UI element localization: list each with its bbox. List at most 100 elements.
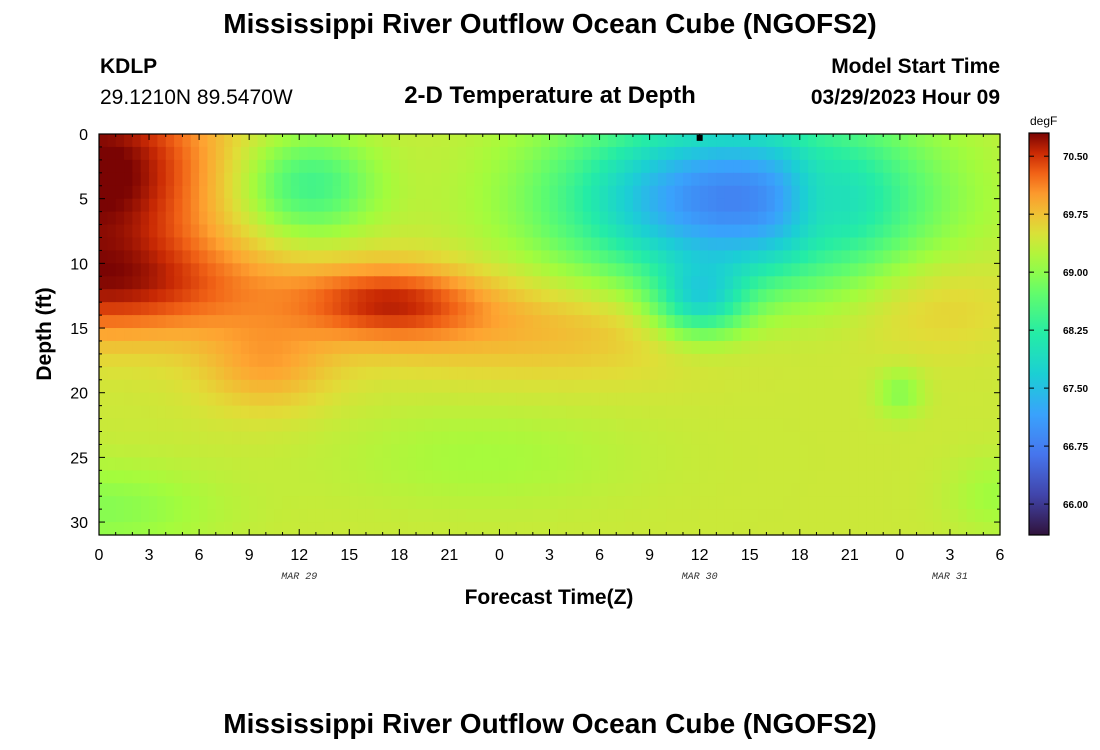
heatmap-cell [249, 522, 259, 536]
heatmap-cell [591, 224, 601, 239]
heatmap-cell [165, 457, 175, 471]
heatmap-cell [816, 159, 826, 174]
heatmap-cell [357, 340, 367, 355]
heatmap-cell [799, 340, 809, 355]
heatmap-cell [282, 418, 292, 433]
heatmap-cell [549, 496, 559, 510]
heatmap-cell [257, 146, 267, 161]
heatmap-cell [649, 418, 659, 433]
heatmap-cell [115, 392, 125, 407]
heatmap-cell [941, 366, 951, 381]
heatmap-cell [858, 276, 868, 290]
heatmap-cell [432, 405, 442, 420]
heatmap-cell [491, 522, 501, 536]
heatmap-cell [532, 328, 542, 342]
heatmap-cell [891, 289, 901, 303]
heatmap-cell [441, 289, 450, 303]
heatmap-cell [424, 134, 434, 148]
heatmap-cell [449, 392, 459, 407]
heatmap-cell [149, 159, 158, 174]
heatmap-cell [941, 522, 951, 536]
heatmap-cell [941, 444, 951, 458]
heatmap-cell [733, 418, 742, 433]
heatmap-cell [299, 418, 309, 433]
heatmap-cell [124, 146, 133, 161]
heatmap-cell [282, 263, 292, 277]
heatmap-cell [524, 418, 534, 433]
heatmap-cell [874, 353, 884, 368]
heatmap-cell [132, 457, 142, 471]
heatmap-cell [165, 134, 175, 148]
heatmap-cell [115, 159, 125, 174]
heatmap-cell [507, 444, 517, 458]
heatmap-cell [991, 224, 1001, 239]
heatmap-cell [457, 392, 467, 407]
heatmap-cell [382, 172, 392, 187]
heatmap-cell [399, 315, 409, 329]
heatmap-cell [157, 470, 167, 484]
heatmap-cell [532, 134, 542, 148]
heatmap-cell [324, 509, 334, 523]
heatmap-cell [958, 496, 968, 510]
heatmap-cell [607, 328, 617, 342]
heatmap-cell [124, 431, 133, 446]
heatmap-cell [507, 276, 517, 290]
heatmap-cell [507, 366, 517, 381]
heatmap-cell [365, 211, 375, 226]
heatmap-cell [149, 431, 158, 446]
heatmap-cell [340, 185, 350, 200]
heatmap-cell [499, 237, 509, 252]
heatmap-cell [716, 392, 726, 407]
heatmap-cell [157, 198, 167, 213]
heatmap-cell [557, 496, 567, 510]
heatmap-cell [207, 289, 217, 303]
heatmap-cell [340, 444, 350, 458]
heatmap-cell [874, 172, 884, 187]
heatmap-cell [290, 392, 300, 407]
heatmap-cell [883, 366, 893, 381]
heatmap-cell [582, 185, 592, 200]
heatmap-cell [182, 224, 192, 239]
heatmap-cell [232, 134, 242, 148]
heatmap-cell [299, 146, 309, 161]
heatmap-cell [457, 379, 467, 394]
heatmap-cell [215, 392, 225, 407]
heatmap-cell [974, 392, 984, 407]
heatmap-cell [299, 289, 309, 303]
heatmap-cell [224, 483, 234, 497]
heatmap-cell [908, 457, 918, 471]
heatmap-cell [265, 315, 275, 329]
heatmap-cell [374, 211, 384, 226]
heatmap-cell [407, 496, 417, 510]
heatmap-cell [257, 366, 267, 381]
heatmap-cell [941, 134, 951, 148]
heatmap-cell [616, 340, 626, 355]
heatmap-cell [115, 340, 125, 355]
heatmap-cell [849, 289, 859, 303]
heatmap-cell [699, 263, 709, 277]
heatmap-cell [466, 289, 476, 303]
heatmap-cell [140, 522, 150, 536]
heatmap-cell [349, 379, 359, 394]
heatmap-cell [657, 159, 667, 174]
heatmap-cell [240, 496, 250, 510]
heatmap-cell [991, 405, 1001, 420]
heatmap-cell [983, 198, 993, 213]
heatmap-cell [716, 483, 726, 497]
heatmap-cell [582, 159, 592, 174]
heatmap-cell [607, 353, 617, 368]
heatmap-cell [699, 379, 709, 394]
heatmap-cell [499, 134, 509, 148]
heatmap-cell [791, 522, 801, 536]
heatmap-cell [691, 263, 701, 277]
heatmap-cell [682, 146, 692, 161]
heatmap-cell [908, 134, 918, 148]
heatmap-cell [474, 405, 484, 420]
heatmap-cell [107, 444, 117, 458]
heatmap-cell [641, 496, 651, 510]
heatmap-cell [240, 159, 250, 174]
heatmap-cell [407, 470, 417, 484]
heatmap-cell [733, 172, 742, 187]
heatmap-cell [390, 444, 400, 458]
heatmap-cell [549, 237, 559, 252]
